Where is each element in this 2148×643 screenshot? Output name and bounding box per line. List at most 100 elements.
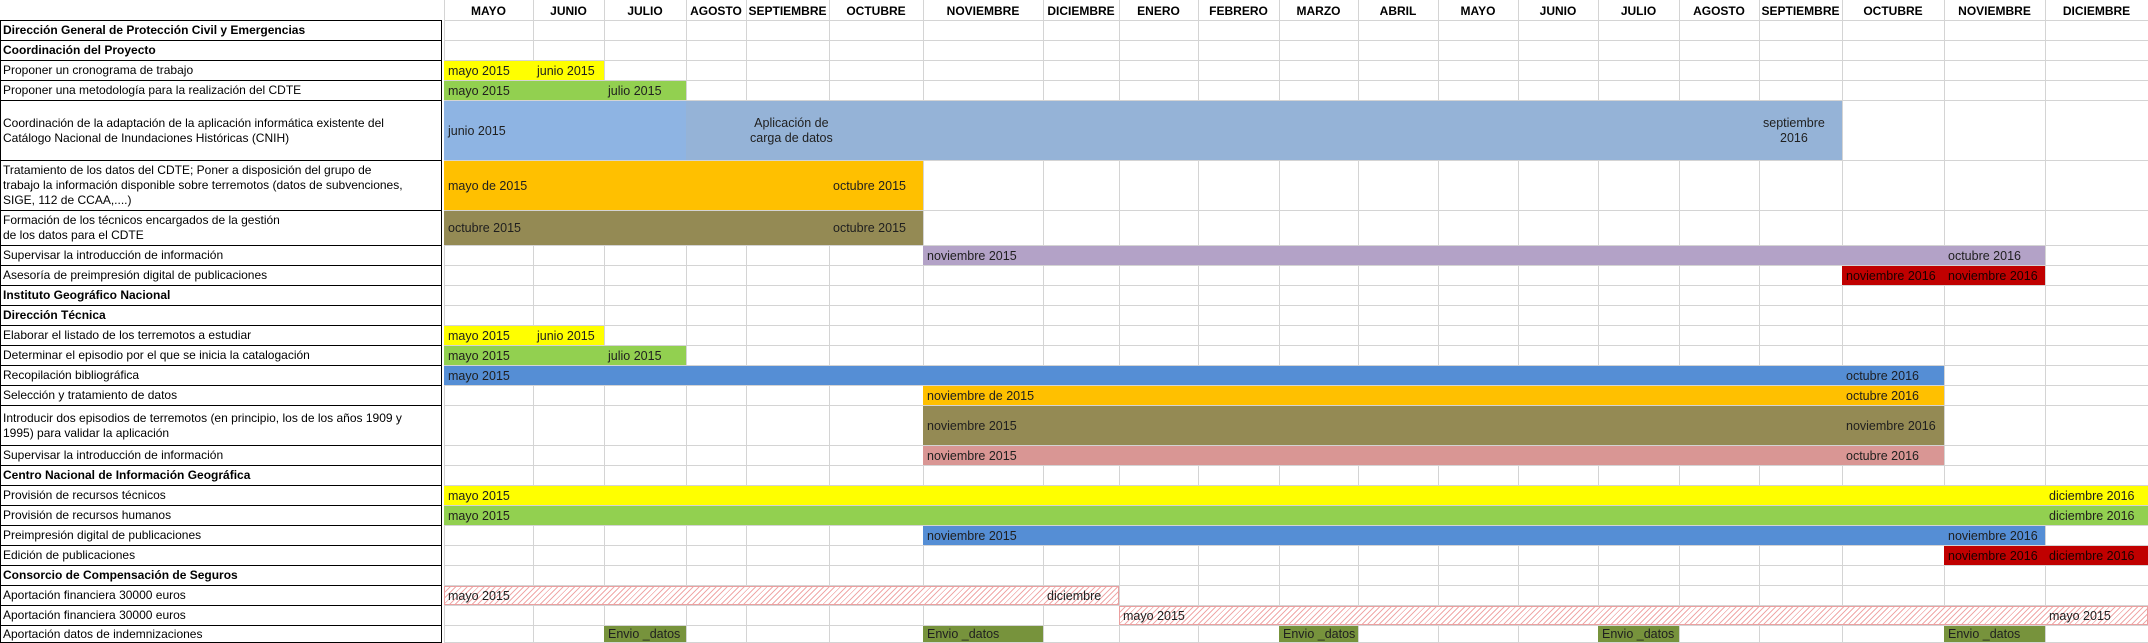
section-header[interactable]: Coordinación del Proyecto	[0, 41, 442, 61]
grid-hline	[444, 210, 2148, 211]
gantt-bar[interactable]	[1944, 546, 2148, 565]
month-header[interactable]: AGOSTO	[690, 4, 742, 18]
section-header[interactable]: Dirección General de Protección Civil y …	[0, 20, 442, 41]
month-header[interactable]: JUNIO	[550, 4, 587, 18]
gantt-bar[interactable]	[1944, 626, 2045, 642]
month-header[interactable]: NOVIEMBRE	[1958, 4, 2031, 18]
grid-vline	[1598, 0, 1599, 642]
gantt-bar[interactable]	[923, 386, 1944, 405]
task-label[interactable]: Asesoría de preimpresión digital de publ…	[0, 266, 442, 286]
month-header[interactable]: OCTUBRE	[846, 4, 906, 18]
gantt-bar[interactable]	[444, 506, 2148, 525]
gantt-bar[interactable]	[444, 326, 604, 345]
bar-label: octubre 2015	[448, 221, 521, 235]
bar-label: Aplicación de carga de datos	[750, 116, 833, 145]
month-header[interactable]: NOVIEMBRE	[946, 4, 1020, 18]
task-label-text: Supervisar la introducción de informació…	[3, 448, 224, 462]
bar-label: noviembre 2016	[1948, 529, 2038, 543]
grid-vline	[923, 0, 924, 642]
task-label[interactable]: Aportación financiera 30000 euros	[0, 606, 442, 626]
task-label-text: Aportación datos de indemnizaciones	[3, 626, 203, 641]
gantt-bar[interactable]	[923, 626, 1043, 642]
gantt-bar[interactable]	[923, 246, 2045, 265]
gantt-bar[interactable]	[1279, 626, 1358, 642]
gantt-bar[interactable]	[444, 161, 923, 210]
task-label[interactable]: Selección y tratamiento de datos	[0, 386, 442, 406]
section-header[interactable]: Consorcio de Compensación de Seguros	[0, 566, 442, 586]
gantt-bar[interactable]	[1598, 626, 1679, 642]
bar-label: mayo 2015	[448, 509, 510, 523]
task-label[interactable]: Provisión de recursos técnicos	[0, 486, 442, 506]
gantt-bar[interactable]	[923, 406, 1944, 445]
grid-vline	[1043, 0, 1044, 642]
task-label-text: Centro Nacional de Información Geográfic…	[3, 468, 251, 482]
task-label[interactable]: Proponer una metodología para la realiza…	[0, 81, 442, 101]
task-label[interactable]: Tratamiento de los datos del CDTE; Poner…	[0, 161, 442, 211]
month-header[interactable]: ENERO	[1137, 4, 1180, 18]
month-header[interactable]: MAYO	[471, 4, 506, 18]
task-label[interactable]: Supervisar la introducción de informació…	[0, 446, 442, 466]
gantt-bar[interactable]	[444, 346, 686, 365]
task-label[interactable]: Edición de publicaciones	[0, 546, 442, 566]
section-header[interactable]: Centro Nacional de Información Geográfic…	[0, 466, 442, 486]
task-label[interactable]: Recopilación bibliográfica	[0, 366, 442, 386]
task-label-text: Introducir dos episodios de terremotos (…	[3, 410, 402, 440]
month-header[interactable]: DICIEMBRE	[2062, 4, 2131, 18]
section-header[interactable]: Instituto Geográfico Nacional	[0, 286, 442, 306]
month-header[interactable]: SEPTIEMBRE	[1761, 4, 1840, 18]
task-label[interactable]: Formación de los técnicos encargados de …	[0, 211, 442, 246]
gantt-bar[interactable]	[923, 526, 2045, 545]
gantt-bar[interactable]	[604, 626, 686, 642]
task-label[interactable]: Introducir dos episodios de terremotos (…	[0, 406, 442, 446]
task-label-text: Proponer un cronograma de trabajo	[3, 63, 194, 77]
task-label[interactable]: Proponer un cronograma de trabajo	[0, 61, 442, 81]
bar-label: mayo 2015	[448, 329, 510, 343]
month-header[interactable]: MAYO	[1460, 4, 1496, 18]
task-label[interactable]: Aportación datos de indemnizaciones	[0, 626, 442, 643]
month-header[interactable]: ABRIL	[1379, 4, 1417, 18]
gantt-bar[interactable]	[686, 101, 1842, 160]
task-label-text: Instituto Geográfico Nacional	[3, 288, 171, 302]
task-label-text: Provisión de recursos humanos	[3, 508, 172, 522]
grid-hline	[444, 545, 2148, 546]
task-label-text: Elaborar el listado de los terremotos a …	[3, 328, 252, 342]
gantt-bar[interactable]	[444, 366, 1944, 385]
month-header[interactable]: OCTUBRE	[1863, 4, 1923, 18]
task-label[interactable]: Aportación financiera 30000 euros	[0, 586, 442, 606]
task-label[interactable]: Provisión de recursos humanos	[0, 506, 442, 526]
gantt-bar[interactable]	[444, 101, 686, 160]
bar-label: Envio _datos	[1602, 627, 1675, 641]
grid-hline	[444, 625, 2148, 626]
gantt-bar[interactable]	[444, 211, 923, 245]
gantt-bar[interactable]	[444, 81, 686, 100]
task-label-text: Dirección General de Protección Civil y …	[3, 23, 306, 37]
month-header[interactable]: AGOSTO	[1693, 4, 1745, 18]
month-header[interactable]: DICIEMBRE	[1047, 4, 1115, 18]
task-label-text: Dirección Técnica	[3, 308, 106, 322]
month-header[interactable]: JULIO	[627, 4, 663, 18]
section-header[interactable]: Dirección Técnica	[0, 306, 442, 326]
task-label-text: Preimpresión digital de publicaciones	[3, 528, 202, 542]
grid-hline	[444, 20, 2148, 21]
gantt-bar[interactable]	[1119, 606, 2148, 625]
task-label[interactable]: Determinar el episodio por el que se ini…	[0, 346, 442, 366]
month-header[interactable]: FEBRERO	[1209, 4, 1268, 18]
gantt-bar[interactable]	[923, 446, 1944, 465]
task-label[interactable]: Elaborar el listado de los terremotos a …	[0, 326, 442, 346]
month-header[interactable]: JUNIO	[1539, 4, 1577, 18]
grid-vline	[1358, 0, 1359, 642]
grid-vline	[1438, 0, 1439, 642]
month-header[interactable]: SEPTIEMBRE	[748, 4, 827, 18]
month-header[interactable]: JULIO	[1620, 4, 1657, 18]
gantt-bar[interactable]	[444, 61, 604, 80]
grid-hline	[444, 285, 2148, 286]
gantt-bar[interactable]	[444, 586, 1119, 605]
task-label[interactable]: Coordinación de la adaptación de la apli…	[0, 101, 442, 161]
gantt-bar[interactable]	[444, 486, 2148, 505]
bar-label: junio 2015	[448, 124, 506, 138]
task-label[interactable]: Preimpresión digital de publicaciones	[0, 526, 442, 546]
month-header[interactable]: MARZO	[1296, 4, 1341, 18]
gantt-bar[interactable]	[1842, 266, 2045, 285]
bar-label: junio 2015	[537, 64, 595, 78]
task-label[interactable]: Supervisar la introducción de informació…	[0, 246, 442, 266]
